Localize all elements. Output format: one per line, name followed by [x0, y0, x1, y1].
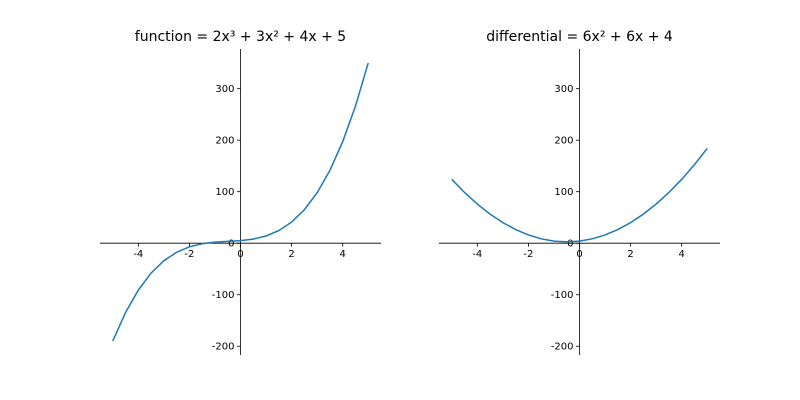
y-tick-label: 200: [215, 136, 234, 147]
y-tick-label: -100: [551, 290, 574, 301]
x-tick-label: 0: [576, 249, 582, 260]
x-tick-label: 2: [288, 249, 294, 260]
y-tick-label: -200: [551, 342, 574, 353]
y-tick-label: 0: [567, 239, 573, 250]
y-tick-label: 100: [554, 187, 573, 198]
x-tick-label: -2: [184, 249, 194, 260]
x-tick-label: -4: [133, 249, 143, 260]
chart-title: function = 2x³ + 3x² + 4x + 5: [135, 29, 346, 45]
y-tick-label: 300: [554, 84, 573, 95]
y-tick-label: -100: [212, 290, 235, 301]
y-tick-label: 100: [215, 187, 234, 198]
x-tick-label: 4: [678, 249, 684, 260]
y-tick-label: 200: [554, 136, 573, 147]
chart-title: differential = 6x² + 6x + 4: [486, 29, 673, 45]
y-tick-label: 300: [215, 84, 234, 95]
data-line: [112, 62, 369, 342]
y-tick-label: 0: [228, 239, 234, 250]
x-tick-label: 0: [237, 249, 243, 260]
y-tick-label: -200: [212, 342, 235, 353]
x-tick-label: 2: [627, 249, 633, 260]
x-tick-label: 4: [339, 249, 345, 260]
x-tick-label: -2: [523, 249, 533, 260]
data-line: [451, 147, 708, 243]
x-tick-label: -4: [472, 249, 482, 260]
